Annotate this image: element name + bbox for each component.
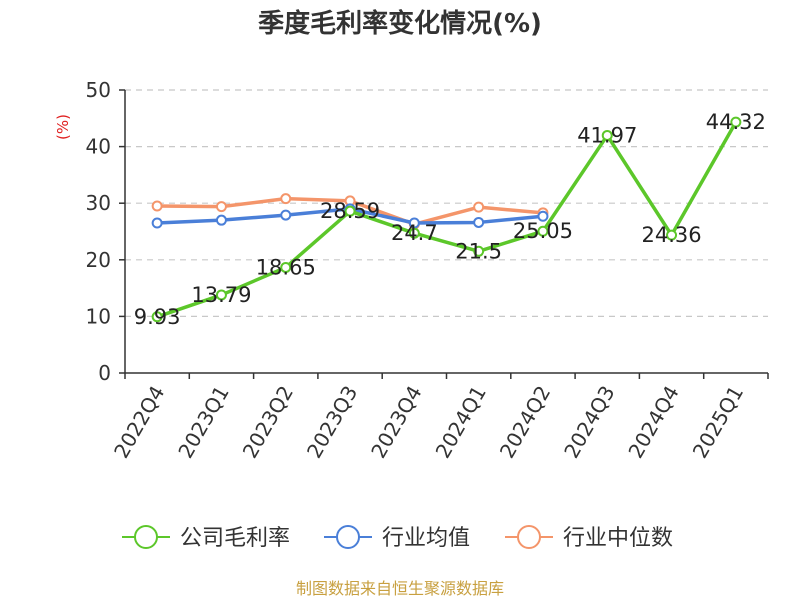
x-tick-label: 2025Q1: [688, 382, 748, 463]
legend: 公司毛利率 行业均值 行业中位数: [122, 525, 673, 551]
data-point: [151, 200, 163, 212]
data-point: [151, 311, 163, 323]
chart-title: 季度毛利率变化情况(%): [258, 8, 542, 39]
data-label: 18.65: [256, 255, 316, 279]
x-tick-label: 2023Q3: [302, 382, 362, 463]
data-point: [537, 225, 549, 237]
y-tick-label: 40: [86, 135, 111, 159]
data-point: [730, 116, 742, 128]
data-label: 9.93: [134, 305, 181, 329]
y-tick-label: 20: [86, 248, 111, 272]
legend-item: 行业均值: [324, 525, 470, 551]
legend-swatch-marker: [336, 525, 360, 549]
data-point: [280, 193, 292, 205]
data-point: [215, 289, 227, 301]
data-label: 24.7: [391, 221, 438, 245]
y-tick-label: 0: [98, 361, 111, 385]
data-point: [151, 217, 163, 229]
x-tick-label: 2022Q4: [109, 382, 169, 463]
data-point: [408, 227, 420, 239]
data-label: 25.05: [513, 219, 573, 243]
x-tick-label: 2024Q3: [559, 382, 619, 463]
y-tick-label: 10: [86, 304, 111, 328]
data-point: [280, 209, 292, 221]
data-label: 13.79: [191, 283, 251, 307]
x-tick-label: 2023Q1: [173, 382, 233, 463]
data-point: [473, 201, 485, 213]
x-tick-label: 2024Q1: [431, 382, 491, 463]
data-point: [215, 214, 227, 226]
legend-swatch-marker: [134, 525, 158, 549]
data-point: [473, 245, 485, 257]
x-tick-label: 2023Q4: [366, 382, 426, 463]
axes: 0 10 20 30 40 50 2022Q4 2023Q1 2023Q2 2023Q3 2023Q…: [86, 78, 769, 463]
data-label: 24.36: [641, 223, 701, 247]
source-note: 制图数据来自恒生聚源数据库: [296, 579, 504, 598]
legend-label: 公司毛利率: [180, 526, 290, 551]
x-tick-label: 2023Q2: [238, 382, 298, 463]
legend-swatch-marker: [517, 525, 541, 549]
data-point: [280, 261, 292, 273]
data-point: [344, 205, 356, 217]
data-point: [537, 210, 549, 222]
data-point: [666, 229, 678, 241]
data-label: 41.97: [577, 123, 637, 147]
legend-item: 行业中位数: [505, 525, 673, 551]
legend-label: 行业均值: [382, 526, 470, 551]
data-point: [473, 216, 485, 228]
y-tick-label: 30: [86, 191, 111, 215]
series-line: [155, 120, 738, 319]
series-lines: [151, 116, 742, 323]
x-tick-label: 2024Q4: [623, 382, 683, 463]
grid-lines: [125, 89, 768, 317]
data-point: [215, 201, 227, 213]
data-point: [408, 217, 420, 229]
data-point: [601, 129, 613, 141]
legend-item: 公司毛利率: [122, 525, 290, 551]
data-label: 44.32: [706, 110, 766, 134]
x-tick-label: 2024Q2: [495, 382, 555, 463]
y-tick-label: 50: [86, 78, 111, 102]
data-label: 28.59: [320, 199, 380, 223]
data-label: 21.5: [455, 239, 502, 263]
legend-label: 行业中位数: [563, 526, 673, 551]
y-axis-label: (%): [54, 114, 72, 140]
